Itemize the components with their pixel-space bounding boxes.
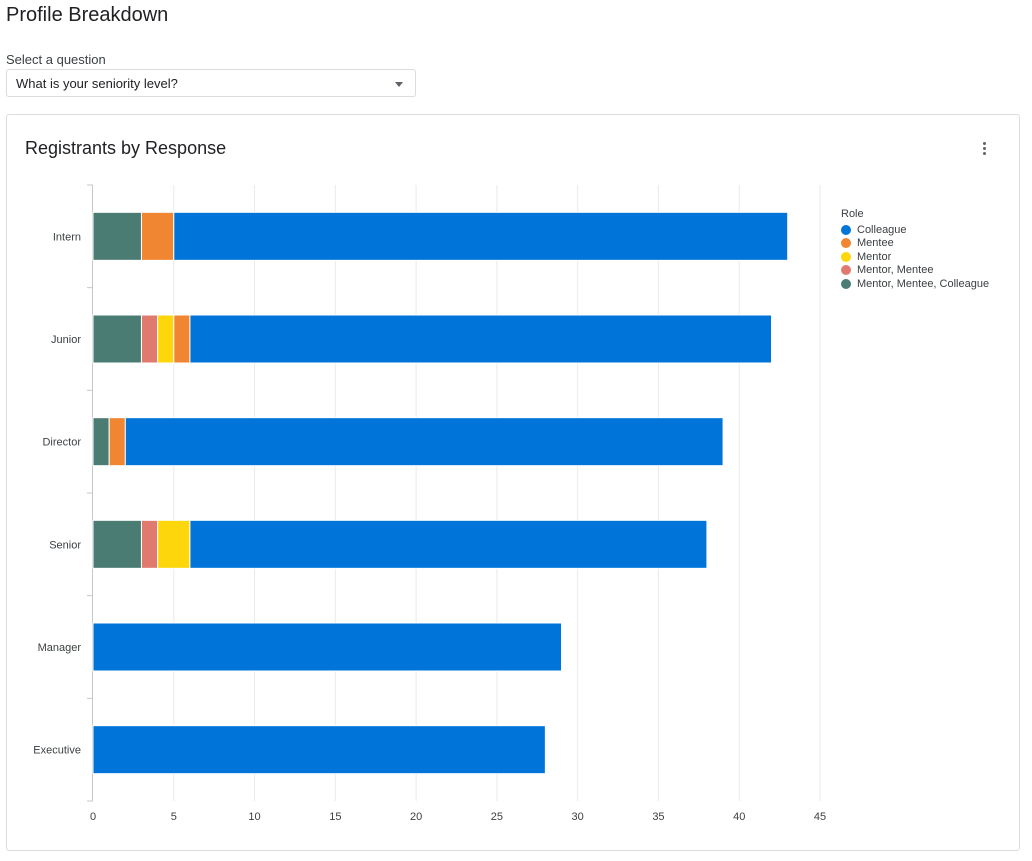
chart-card: Registrants by Response Intern Junior Dire… xyxy=(6,114,1020,851)
y-category-label: Manager xyxy=(38,642,82,654)
y-axis-labels: Intern Junior Director Senior Manager Executi… xyxy=(33,231,81,756)
x-tick-label: 20 xyxy=(410,811,422,823)
legend-item[interactable]: Colleague xyxy=(841,223,989,237)
bar-segment[interactable] xyxy=(157,314,175,364)
legend-item[interactable]: Mentee xyxy=(841,237,989,251)
bar-segment[interactable] xyxy=(92,417,110,467)
legend-item[interactable]: Mentor xyxy=(841,250,989,264)
question-select[interactable]: What is your seniority level? xyxy=(6,69,416,97)
legend-title: Role xyxy=(841,208,864,220)
legend-swatch xyxy=(841,251,851,262)
chart-bars xyxy=(92,211,789,775)
legend-item[interactable]: Mentor, Mentee, Colleague xyxy=(841,277,989,291)
x-tick-label: 5 xyxy=(171,811,177,823)
y-category-label: Director xyxy=(42,437,81,449)
x-tick-label: 25 xyxy=(491,811,503,823)
bar-segment[interactable] xyxy=(140,314,159,364)
bar-segment[interactable] xyxy=(189,314,773,364)
bar-segment[interactable] xyxy=(92,725,546,775)
chart-title: Registrants by Response xyxy=(25,138,227,158)
chart-axes xyxy=(87,184,93,802)
x-tick-label: 45 xyxy=(814,811,826,823)
x-tick-label: 15 xyxy=(329,811,341,823)
question-select-value: What is your seniority level? xyxy=(16,76,178,91)
bar-segment[interactable] xyxy=(173,211,789,261)
bar-segment[interactable] xyxy=(140,211,175,261)
legend-swatch xyxy=(841,238,851,249)
x-tick-label: 35 xyxy=(652,811,664,823)
more-vert-icon[interactable] xyxy=(972,137,996,161)
bar-segment[interactable] xyxy=(92,314,142,364)
legend-swatch xyxy=(841,265,851,276)
page-title: Profile Breakdown xyxy=(6,4,169,26)
bar-segment[interactable] xyxy=(124,417,724,467)
legend-swatch xyxy=(841,224,851,235)
y-category-label: Intern xyxy=(53,231,81,243)
x-tick-label: 0 xyxy=(90,811,96,823)
bar-segment[interactable] xyxy=(140,519,159,569)
question-select-label: Select a question xyxy=(6,52,106,67)
y-category-label: Senior xyxy=(49,539,81,551)
legend-label: Mentor xyxy=(857,250,892,263)
x-tick-label: 10 xyxy=(248,811,260,823)
y-category-label: Executive xyxy=(33,745,81,757)
bar-segment[interactable] xyxy=(92,211,142,261)
bar-segment[interactable] xyxy=(157,519,191,569)
x-tick-label: 40 xyxy=(733,811,745,823)
caret-down-icon xyxy=(395,82,403,87)
legend-label: Mentee xyxy=(857,237,894,250)
x-axis-labels: 0 5 10 15 20 25 30 35 40 45 xyxy=(90,811,826,823)
legend-item[interactable]: Mentor, Mentee xyxy=(841,264,989,278)
legend-label: Colleague xyxy=(857,223,907,236)
chart-gridlines xyxy=(173,185,821,801)
bar-segment[interactable] xyxy=(173,314,191,364)
legend-label: Mentor, Mentee xyxy=(857,264,934,277)
legend-swatch xyxy=(841,278,851,289)
y-category-label: Junior xyxy=(51,334,81,346)
chart-legend: Role Colleague Mentee Mentor Mentor, Mentee… xyxy=(841,208,989,291)
x-tick-label: 30 xyxy=(572,811,584,823)
bar-segment[interactable] xyxy=(92,622,563,672)
bar-chart: Intern Junior Director Senior Manager Executi… xyxy=(33,184,826,823)
bar-segment[interactable] xyxy=(92,519,142,569)
legend-label: Mentor, Mentee, Colleague xyxy=(857,277,990,290)
bar-segment[interactable] xyxy=(108,417,126,467)
bar-segment[interactable] xyxy=(189,519,708,569)
